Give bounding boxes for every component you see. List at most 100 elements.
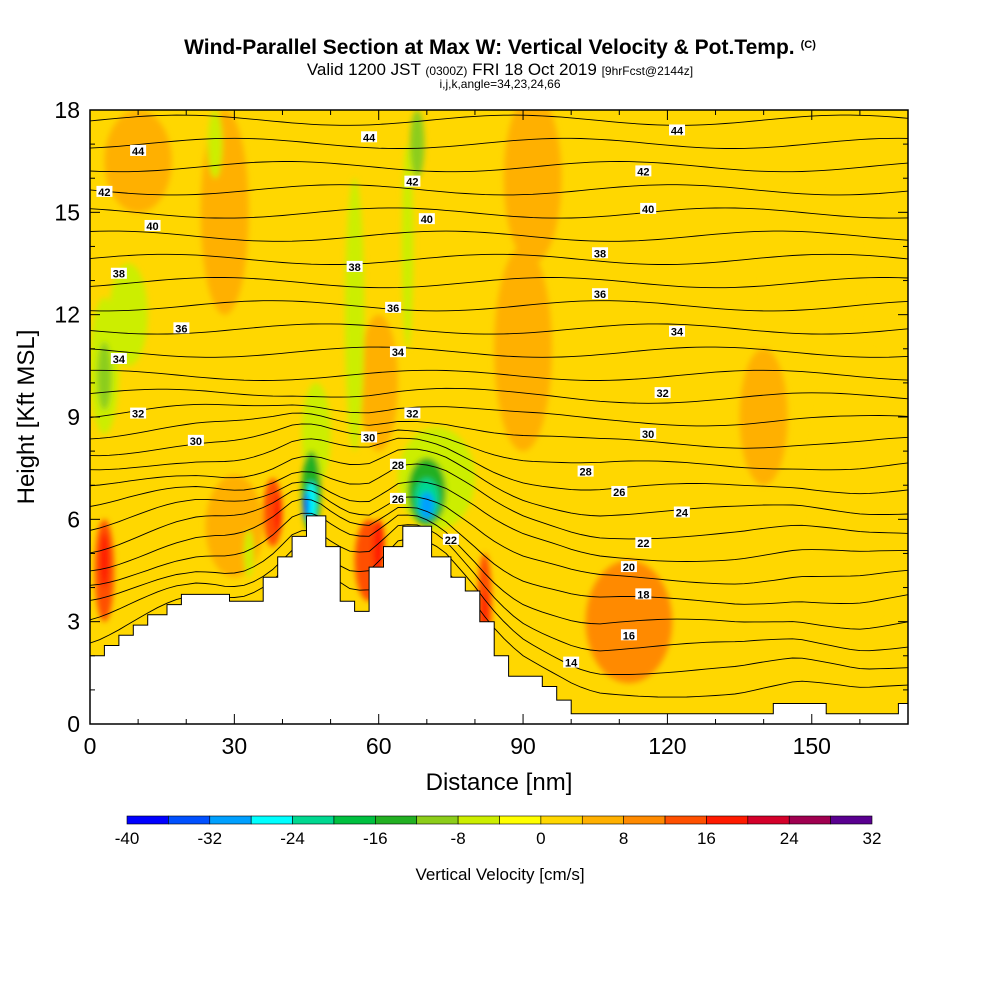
- contour-label-text: 36: [175, 323, 187, 335]
- velocity-region: [99, 532, 110, 588]
- contour-label-text: 38: [349, 262, 361, 274]
- contour-label: 40: [418, 213, 435, 226]
- contour-label: 32: [654, 387, 671, 400]
- colorbar-tick-label: -8: [451, 829, 466, 848]
- contour-label-bg: [144, 219, 161, 231]
- contour-label-bg: [404, 175, 421, 187]
- contour-label-text: 42: [406, 177, 418, 189]
- contour-label: 34: [389, 346, 406, 359]
- y-axis-label: Height [Kft MSL]: [13, 330, 40, 505]
- velocity-region: [419, 492, 435, 520]
- valid-utc: (0300Z): [425, 64, 468, 78]
- contour-label-text: 36: [594, 289, 606, 301]
- contour-label: 36: [592, 288, 609, 301]
- contour-label-bg: [577, 465, 594, 477]
- velocity-region: [372, 519, 385, 574]
- contour-label-bg: [110, 353, 127, 365]
- contour-label: 44: [669, 124, 686, 137]
- contour-label: 28: [577, 465, 594, 479]
- contour-label-text: 36: [387, 303, 399, 315]
- y-tick-label: 9: [67, 404, 80, 430]
- colorbar-bin: [706, 815, 749, 825]
- contour-label-text: 32: [656, 388, 668, 400]
- x-axis-label: Distance [nm]: [426, 769, 573, 796]
- contour-label-bg: [640, 202, 657, 214]
- contour-label-text: 14: [565, 658, 578, 670]
- isentrope-line: [90, 537, 908, 675]
- velocity-region: [243, 529, 254, 578]
- velocity-region: [494, 246, 552, 452]
- colorbar-bin: [830, 815, 873, 825]
- contour-label-text: 20: [623, 562, 635, 574]
- colorbar-tick-label: -40: [115, 829, 140, 848]
- isentrope-line: [90, 387, 908, 404]
- contour-label-bg: [361, 131, 378, 143]
- colorbar-bin: [457, 815, 500, 825]
- colorbar-bin: [664, 815, 707, 825]
- contour-label-bg: [592, 247, 609, 259]
- contour-label-text: 34: [113, 354, 126, 366]
- isentrope-line: [90, 480, 908, 562]
- velocity-region: [763, 178, 860, 383]
- contour-label-text: 44: [671, 125, 684, 137]
- colorbar-tick-label: -16: [363, 829, 388, 848]
- contour-label-bg: [620, 561, 637, 573]
- contour-label-text: 16: [623, 630, 635, 642]
- isentrope-line: [90, 323, 908, 335]
- contour-label: 38: [110, 267, 127, 281]
- contour-label: 26: [611, 486, 628, 499]
- contour-label: 34: [669, 325, 686, 339]
- contour-label-text: 40: [642, 204, 654, 216]
- isentrope-line: [90, 184, 908, 196]
- velocity-region: [200, 110, 249, 315]
- contour-label: 42: [404, 175, 421, 189]
- colorbar-tick-label: 32: [863, 829, 882, 848]
- colorbar-tick-label: -32: [197, 829, 222, 848]
- contour-label-bg: [563, 656, 580, 668]
- contour-label-bg: [669, 325, 686, 337]
- title-main: Wind-Parallel Section at Max W: Vertical…: [184, 36, 795, 59]
- contour-label-text: 44: [132, 146, 145, 158]
- contour-label: 44: [130, 144, 147, 158]
- copyright-mark: (C): [800, 39, 816, 51]
- contour-label-text: 40: [421, 214, 433, 226]
- velocity-region: [345, 178, 365, 452]
- contour-label-text: 22: [637, 538, 649, 550]
- contour-label-bg: [620, 629, 637, 641]
- colorbar-tick-label: -24: [280, 829, 305, 848]
- y-tick-label: 12: [54, 302, 80, 328]
- isentrope-line: [90, 498, 908, 605]
- contour-label-text: 24: [676, 508, 689, 520]
- colorbar-bin: [788, 815, 831, 825]
- contour-label-bg: [361, 431, 378, 443]
- valid-date: FRI 18 Oct 2019: [472, 60, 597, 79]
- contour-label-bg: [673, 506, 690, 518]
- velocity-region: [409, 110, 425, 179]
- colorbar-bin: [375, 815, 418, 825]
- contour-label: 18: [635, 588, 652, 601]
- y-tick-label: 3: [67, 609, 80, 635]
- contour-label-bg: [635, 588, 652, 600]
- contour-label-text: 18: [637, 589, 649, 601]
- colorbar-bin: [126, 815, 169, 825]
- x-tick-label: 90: [510, 733, 536, 759]
- contour-label-bg: [187, 434, 204, 446]
- contour-label-bg: [346, 260, 363, 272]
- contour-label-bg: [442, 533, 459, 545]
- isentrope-line: [90, 448, 908, 517]
- contour-label-bg: [635, 165, 652, 177]
- contour-label: 14: [563, 656, 580, 670]
- y-tick-label: 6: [67, 506, 80, 532]
- contour-label: 40: [144, 219, 161, 233]
- contour-label-text: 40: [146, 221, 158, 233]
- contour-label-bg: [640, 428, 657, 440]
- isentrope-line: [90, 489, 908, 585]
- contour-label-bg: [130, 144, 147, 156]
- contour-label-text: 26: [392, 494, 404, 506]
- contour-label-text: 32: [132, 409, 144, 421]
- valid-prefix: Valid 1200 JST: [306, 60, 421, 79]
- contour-label: 30: [361, 431, 378, 444]
- x-tick-label: 60: [366, 733, 392, 759]
- isentrope-line: [90, 161, 908, 173]
